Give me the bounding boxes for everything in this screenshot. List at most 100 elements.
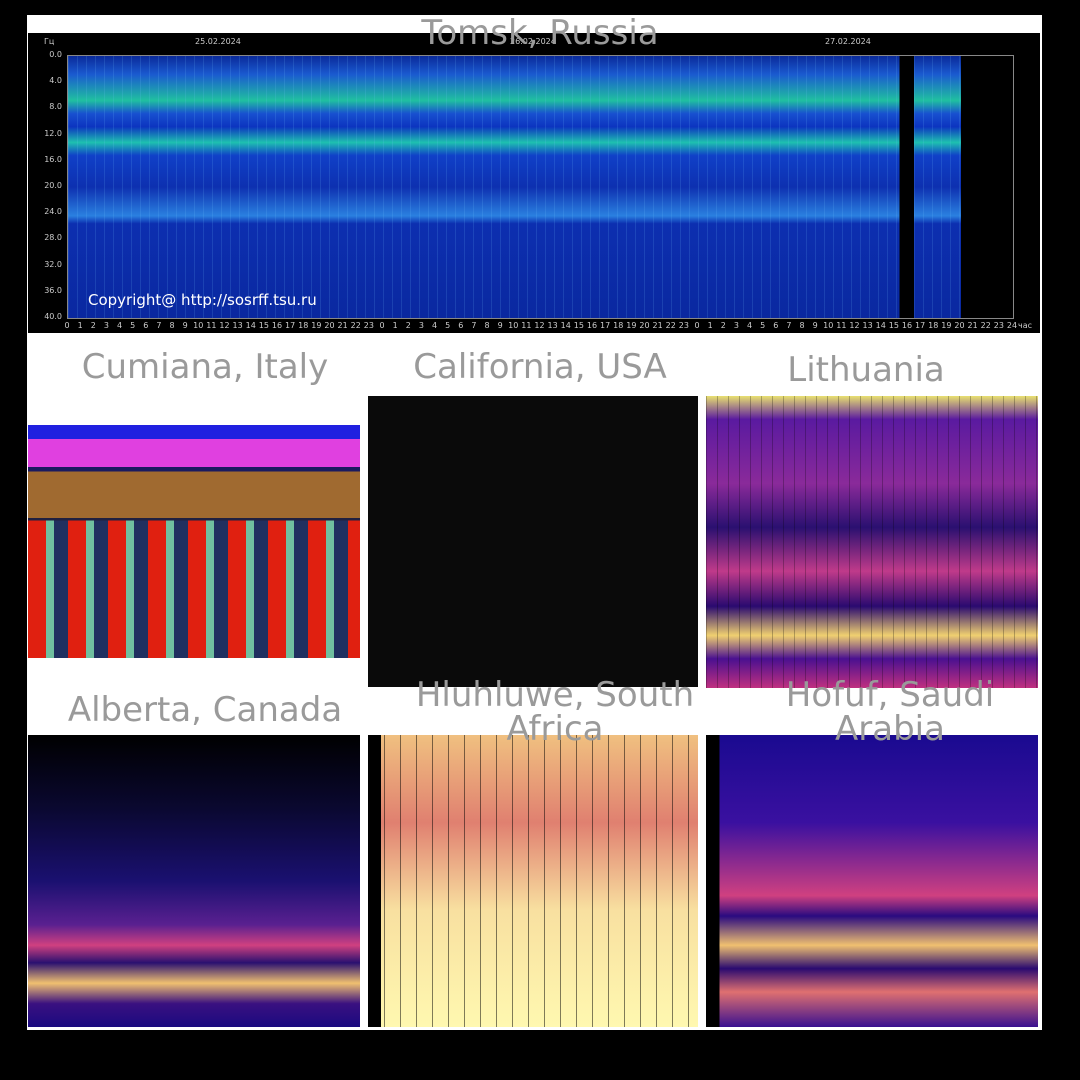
- x-label: 21: [652, 321, 663, 330]
- x-unit: час: [1018, 321, 1033, 330]
- hofuf-image: [706, 735, 1038, 1027]
- x-label: 10: [193, 321, 204, 330]
- x-label: 17: [600, 321, 611, 330]
- y-label: 16.0: [44, 154, 62, 164]
- x-label: 5: [445, 321, 451, 330]
- x-label: 4: [746, 321, 753, 330]
- x-label: 15: [888, 321, 899, 330]
- x-label: 16: [271, 321, 283, 330]
- x-label: 17: [285, 321, 296, 330]
- y-label: 20.0: [44, 181, 62, 190]
- x-label: 2: [90, 321, 96, 330]
- panel-title: Hofuf, Saudi Arabia: [785, 675, 995, 749]
- hluhluwe-image: [368, 735, 698, 1027]
- panel-title: Cumiana, Italy: [81, 347, 329, 387]
- x-label: 0: [694, 321, 700, 330]
- spectrogram-plot: [67, 55, 1014, 319]
- x-label: 3: [418, 321, 424, 330]
- x-label: 8: [799, 321, 805, 330]
- date-label: 25.02.2024: [195, 37, 241, 46]
- x-label: 23: [363, 321, 374, 330]
- x-label: 7: [786, 321, 792, 330]
- panel-title: California, USA: [413, 347, 667, 387]
- x-label: 4: [431, 321, 438, 330]
- x-label: 3: [733, 321, 739, 330]
- x-label: 5: [760, 321, 766, 330]
- y-label: 32.0: [44, 259, 62, 269]
- tomsk-spectrogram: Copyright@ http://sosrff.tsu.ru Гц 0.0 4.0…: [28, 33, 1040, 333]
- x-label: 13: [862, 321, 873, 330]
- panel-title: Lithuania: [787, 350, 945, 390]
- x-label: 19: [311, 321, 322, 330]
- x-label: 7: [471, 321, 477, 330]
- x-label: 11: [836, 321, 847, 330]
- y-label: 4.0: [49, 76, 62, 86]
- y-label: 36.0: [44, 285, 62, 295]
- x-label: 19: [626, 321, 637, 330]
- alberta-image: [28, 735, 360, 1027]
- x-label: 23: [678, 321, 689, 330]
- x-label: 6: [143, 321, 149, 330]
- x-label: 21: [967, 321, 978, 330]
- x-label: 9: [812, 321, 818, 330]
- x-label: 8: [484, 321, 490, 330]
- x-label: 13: [232, 321, 243, 330]
- x-label: 7: [156, 321, 162, 330]
- y-label: 40.0: [44, 312, 62, 321]
- x-label: 22: [980, 321, 991, 330]
- x-label: 15: [258, 321, 269, 330]
- y-label: 8.0: [49, 102, 62, 112]
- x-label: 15: [573, 321, 584, 330]
- x-label: 8: [169, 321, 175, 330]
- x-label: 1: [77, 321, 83, 330]
- x-label: 0: [379, 321, 385, 330]
- panel-title: Tomsk, Russia: [421, 13, 659, 53]
- x-label: 9: [182, 321, 188, 330]
- x-label: 5: [130, 321, 136, 330]
- x-label: 1: [392, 321, 398, 330]
- y-label: 28.0: [44, 233, 62, 243]
- x-label: 24: [1006, 321, 1018, 330]
- unit-label: Гц: [44, 37, 55, 46]
- x-label: 12: [219, 321, 230, 330]
- x-label: 12: [849, 321, 860, 330]
- x-label: 18: [298, 321, 309, 330]
- x-label: 19: [941, 321, 952, 330]
- panel-title: Alberta, Canada: [67, 690, 343, 730]
- x-label: 14: [875, 321, 886, 330]
- x-label: 4: [116, 321, 123, 330]
- x-label: 23: [993, 321, 1004, 330]
- x-label: 11: [206, 321, 217, 330]
- x-label: 20: [954, 321, 965, 330]
- y-label: 24.0: [44, 207, 62, 217]
- cumiana-image: [28, 425, 360, 658]
- date-label: 26.02.2024: [510, 37, 556, 46]
- x-label: 17: [915, 321, 926, 330]
- x-label: 12: [534, 321, 545, 330]
- x-label: 18: [928, 321, 939, 330]
- california-image: [368, 396, 698, 687]
- x-label: 6: [773, 321, 779, 330]
- x-label: 22: [665, 321, 676, 330]
- x-label: 14: [245, 321, 256, 330]
- x-label: 16: [901, 321, 913, 330]
- x-label: 10: [823, 321, 834, 330]
- x-label: 6: [458, 321, 464, 330]
- x-label: 10: [508, 321, 519, 330]
- x-label: 11: [521, 321, 532, 330]
- x-label: 21: [337, 321, 348, 330]
- x-label: 18: [613, 321, 624, 330]
- y-label: 0.0: [49, 50, 62, 59]
- x-label: 9: [497, 321, 503, 330]
- x-label: 13: [547, 321, 558, 330]
- x-label: 2: [720, 321, 726, 330]
- x-label: 0: [64, 321, 70, 330]
- date-label: 27.02.2024: [825, 37, 871, 46]
- x-label: 20: [324, 321, 335, 330]
- x-label: 2: [405, 321, 411, 330]
- lithuania-image: [706, 396, 1038, 688]
- x-label: 1: [707, 321, 713, 330]
- x-label: 14: [560, 321, 571, 330]
- x-label: 16: [586, 321, 598, 330]
